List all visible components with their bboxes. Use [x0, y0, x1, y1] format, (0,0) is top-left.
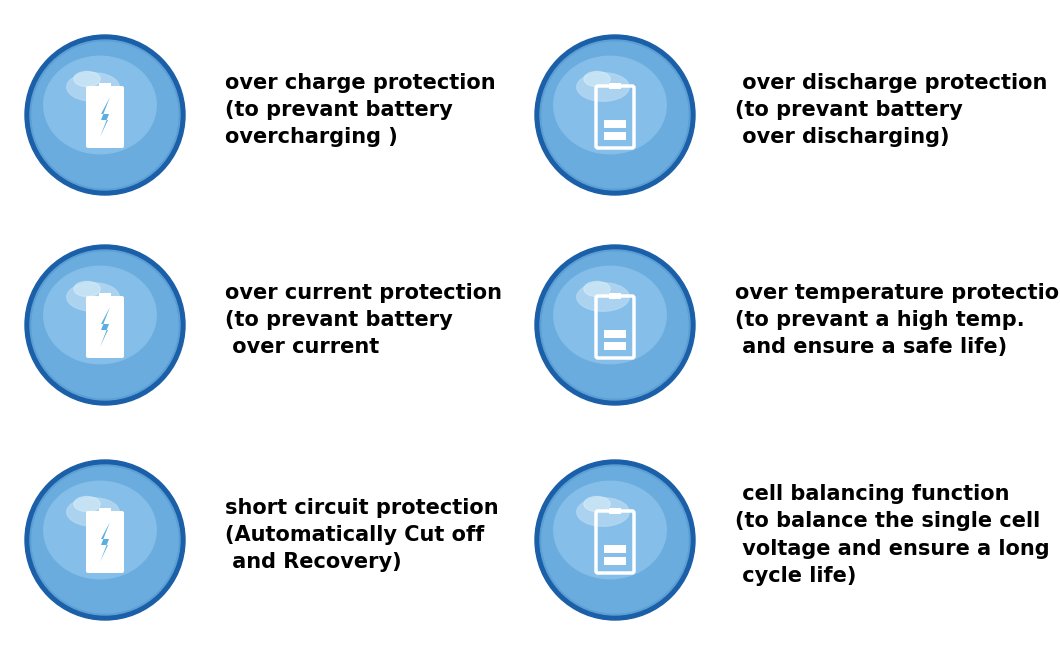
FancyBboxPatch shape — [86, 511, 124, 573]
Bar — [604, 342, 626, 350]
Ellipse shape — [584, 497, 611, 512]
Ellipse shape — [553, 266, 667, 364]
Ellipse shape — [43, 266, 156, 364]
Bar — [99, 508, 111, 514]
Ellipse shape — [553, 57, 667, 154]
Bar — [610, 83, 621, 89]
Ellipse shape — [553, 481, 667, 578]
Text: over discharge protection
(to prevant battery
 over discharging): over discharge protection (to prevant ba… — [735, 73, 1047, 147]
Bar — [604, 557, 626, 565]
Bar — [604, 132, 626, 140]
Ellipse shape — [32, 42, 178, 188]
Ellipse shape — [67, 73, 119, 101]
Text: cell balancing function
(to balance the single cell
 voltage and ensure a long
 : cell balancing function (to balance the … — [735, 484, 1049, 586]
Ellipse shape — [535, 460, 695, 620]
Bar — [604, 330, 626, 338]
Text: over current protection
(to prevant battery
 over current: over current protection (to prevant batt… — [225, 283, 502, 358]
Bar — [99, 83, 111, 89]
Polygon shape — [100, 307, 110, 347]
Bar — [610, 293, 621, 299]
Ellipse shape — [30, 250, 180, 400]
Ellipse shape — [67, 283, 119, 311]
Ellipse shape — [30, 465, 180, 615]
Ellipse shape — [577, 283, 630, 311]
Ellipse shape — [542, 252, 688, 398]
Ellipse shape — [43, 57, 156, 154]
Ellipse shape — [67, 498, 119, 527]
Ellipse shape — [540, 40, 690, 190]
Ellipse shape — [542, 467, 688, 613]
Ellipse shape — [74, 497, 100, 512]
Ellipse shape — [584, 281, 611, 296]
Polygon shape — [100, 97, 110, 137]
Ellipse shape — [74, 281, 100, 296]
FancyBboxPatch shape — [86, 86, 124, 148]
Bar — [604, 120, 626, 128]
Ellipse shape — [540, 465, 690, 615]
Ellipse shape — [32, 467, 178, 613]
Ellipse shape — [542, 42, 688, 188]
Bar — [610, 508, 621, 514]
Ellipse shape — [584, 72, 611, 86]
Text: short circuit protection
(Automatically Cut off
 and Recovery): short circuit protection (Automatically … — [225, 498, 498, 572]
Ellipse shape — [535, 35, 695, 195]
Bar — [604, 545, 626, 553]
Ellipse shape — [577, 498, 630, 527]
Ellipse shape — [30, 40, 180, 190]
Text: over charge protection
(to prevant battery
overcharging ): over charge protection (to prevant batte… — [225, 73, 496, 147]
Ellipse shape — [74, 72, 100, 86]
Ellipse shape — [32, 252, 178, 398]
Bar — [99, 293, 111, 299]
Text: over temperature protection
(to prevant a high temp.
 and ensure a safe life): over temperature protection (to prevant … — [735, 283, 1060, 358]
Ellipse shape — [25, 245, 186, 405]
FancyBboxPatch shape — [86, 296, 124, 358]
Ellipse shape — [577, 73, 630, 101]
Polygon shape — [100, 522, 110, 562]
Ellipse shape — [25, 460, 186, 620]
Ellipse shape — [540, 250, 690, 400]
Ellipse shape — [43, 481, 156, 578]
Ellipse shape — [25, 35, 186, 195]
Ellipse shape — [535, 245, 695, 405]
